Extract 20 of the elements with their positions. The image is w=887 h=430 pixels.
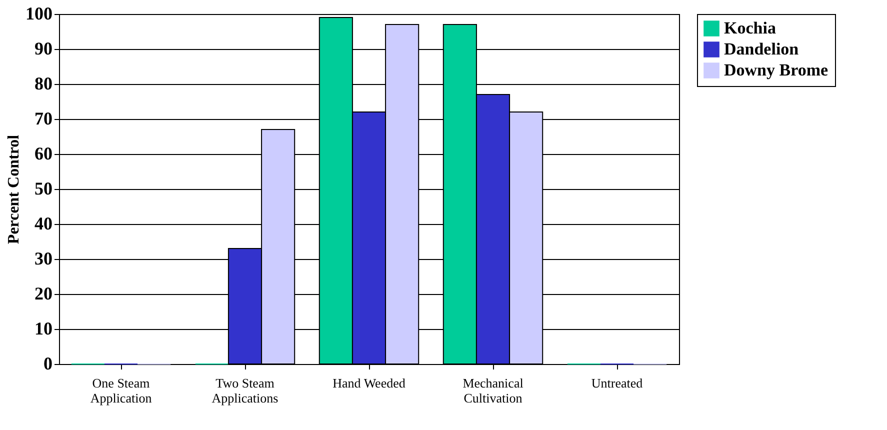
legend-label: Dandelion <box>724 40 800 58</box>
x-tick-label: Hand Weeded <box>332 376 406 390</box>
y-tick-label: 30 <box>34 248 52 268</box>
y-tick-label: 60 <box>34 144 52 164</box>
y-tick-label: 90 <box>34 38 52 58</box>
y-tick-label: 100 <box>26 4 52 24</box>
y-tick-label: 40 <box>34 214 52 234</box>
x-tick-label: Untreated <box>591 376 644 390</box>
x-tick-label: One Steam Application <box>90 376 152 406</box>
y-tick-label: 0 <box>44 354 52 374</box>
y-tick-label: 70 <box>34 108 52 128</box>
y-axis-title: Percent Control <box>6 134 22 244</box>
legend-label: Downy Brome <box>724 60 828 80</box>
x-tick-label: Mechanical Cultivation <box>462 376 524 406</box>
y-tick-label: 20 <box>34 284 52 304</box>
y-tick-label: 10 <box>34 318 52 338</box>
x-tick-label: Two Steam Applications <box>212 376 278 406</box>
y-tick-label: 50 <box>34 178 52 198</box>
y-tick-label: 80 <box>34 74 52 94</box>
legend-label: Kochia <box>724 18 776 38</box>
